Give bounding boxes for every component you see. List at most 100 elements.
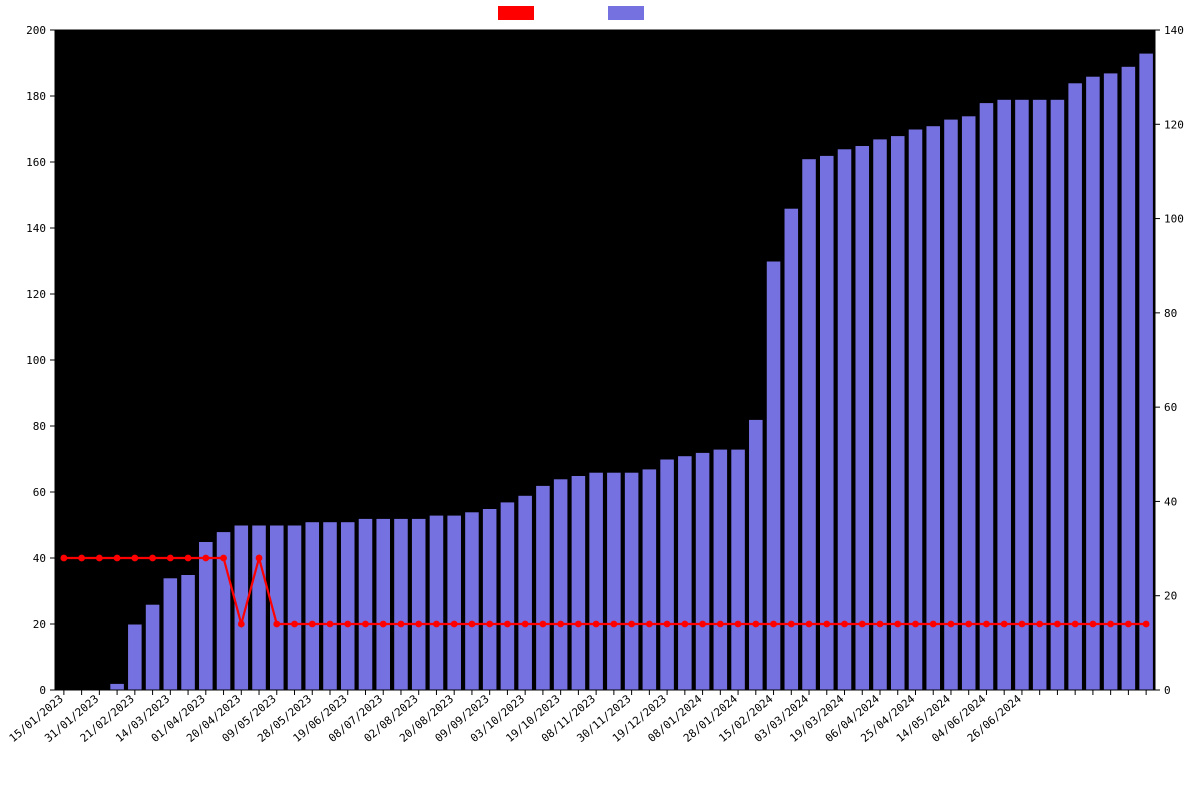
line-marker: [1019, 621, 1026, 628]
line-marker: [965, 621, 972, 628]
bar: [784, 208, 799, 690]
line-marker: [877, 621, 884, 628]
bar: [731, 449, 746, 690]
line-marker: [131, 555, 138, 562]
ytick-left: 140: [26, 222, 46, 235]
line-marker: [185, 555, 192, 562]
bar: [305, 522, 320, 690]
bar: [642, 469, 657, 690]
bar: [873, 139, 888, 690]
line-marker: [540, 621, 547, 628]
bar: [997, 99, 1012, 690]
bar: [1050, 99, 1065, 690]
bar: [465, 512, 480, 690]
line-marker: [735, 621, 742, 628]
ytick-left: 200: [26, 24, 46, 37]
line-marker: [415, 621, 422, 628]
ytick-right: 100: [1164, 213, 1184, 226]
line-marker: [752, 621, 759, 628]
line-marker: [930, 621, 937, 628]
line-marker: [1090, 621, 1097, 628]
bar: [199, 542, 214, 691]
ytick-right: 0: [1164, 684, 1171, 697]
line-marker: [593, 621, 600, 628]
bar: [1121, 66, 1136, 690]
ytick-left: 0: [39, 684, 46, 697]
line-marker: [1107, 621, 1114, 628]
bar: [979, 103, 994, 690]
line-marker: [717, 621, 724, 628]
bar: [518, 495, 533, 690]
line-marker: [433, 621, 440, 628]
line-marker: [788, 621, 795, 628]
line-marker: [167, 555, 174, 562]
line-marker: [504, 621, 511, 628]
bar: [713, 449, 728, 690]
bar: [323, 522, 338, 690]
line-marker: [1125, 621, 1132, 628]
bar: [944, 119, 959, 690]
line-marker: [327, 621, 334, 628]
line-marker: [522, 621, 529, 628]
line-marker: [220, 555, 227, 562]
line-marker: [575, 621, 582, 628]
bar: [1015, 99, 1030, 690]
ytick-left: 180: [26, 90, 46, 103]
bar: [429, 515, 444, 690]
ytick-right: 60: [1164, 401, 1177, 414]
bar: [110, 683, 125, 690]
ytick-right: 40: [1164, 495, 1177, 508]
bar: [607, 472, 622, 690]
ytick-left: 160: [26, 156, 46, 169]
line-marker: [557, 621, 564, 628]
bar: [553, 479, 568, 690]
bar: [394, 518, 409, 690]
bar: [358, 518, 373, 690]
line-marker: [948, 621, 955, 628]
line-marker: [664, 621, 671, 628]
line-marker: [202, 555, 209, 562]
ytick-left: 120: [26, 288, 46, 301]
line-marker: [291, 621, 298, 628]
bar: [890, 136, 905, 690]
ytick-left: 80: [33, 420, 46, 433]
ytick-left: 20: [33, 618, 46, 631]
line-marker: [362, 621, 369, 628]
line-marker: [770, 621, 777, 628]
bar: [908, 129, 923, 690]
bar: [128, 624, 143, 690]
bar: [1068, 83, 1083, 690]
line-marker: [646, 621, 653, 628]
bar: [589, 472, 604, 690]
bar: [340, 522, 355, 690]
bar: [660, 459, 675, 690]
line-marker: [1054, 621, 1061, 628]
bar: [749, 419, 764, 690]
bar: [624, 472, 639, 690]
ytick-left: 40: [33, 552, 46, 565]
ytick-right: 20: [1164, 590, 1177, 603]
line-marker: [1036, 621, 1043, 628]
ytick-left: 100: [26, 354, 46, 367]
bar: [411, 518, 426, 690]
line-marker: [60, 555, 67, 562]
line-marker: [610, 621, 617, 628]
line-marker: [1072, 621, 1079, 628]
bar: [961, 116, 976, 690]
line-marker: [469, 621, 476, 628]
bar: [500, 502, 515, 690]
bar: [1139, 53, 1154, 690]
bar: [376, 518, 391, 690]
bar: [855, 146, 870, 691]
line-marker: [894, 621, 901, 628]
bar: [837, 149, 852, 690]
line-marker: [273, 621, 280, 628]
line-marker: [96, 555, 103, 562]
bar: [482, 509, 497, 691]
ytick-right: 140: [1164, 24, 1184, 37]
legend-swatch: [498, 6, 534, 20]
bar: [678, 456, 693, 690]
line-marker: [859, 621, 866, 628]
bar: [1086, 76, 1101, 690]
bar: [802, 159, 817, 690]
